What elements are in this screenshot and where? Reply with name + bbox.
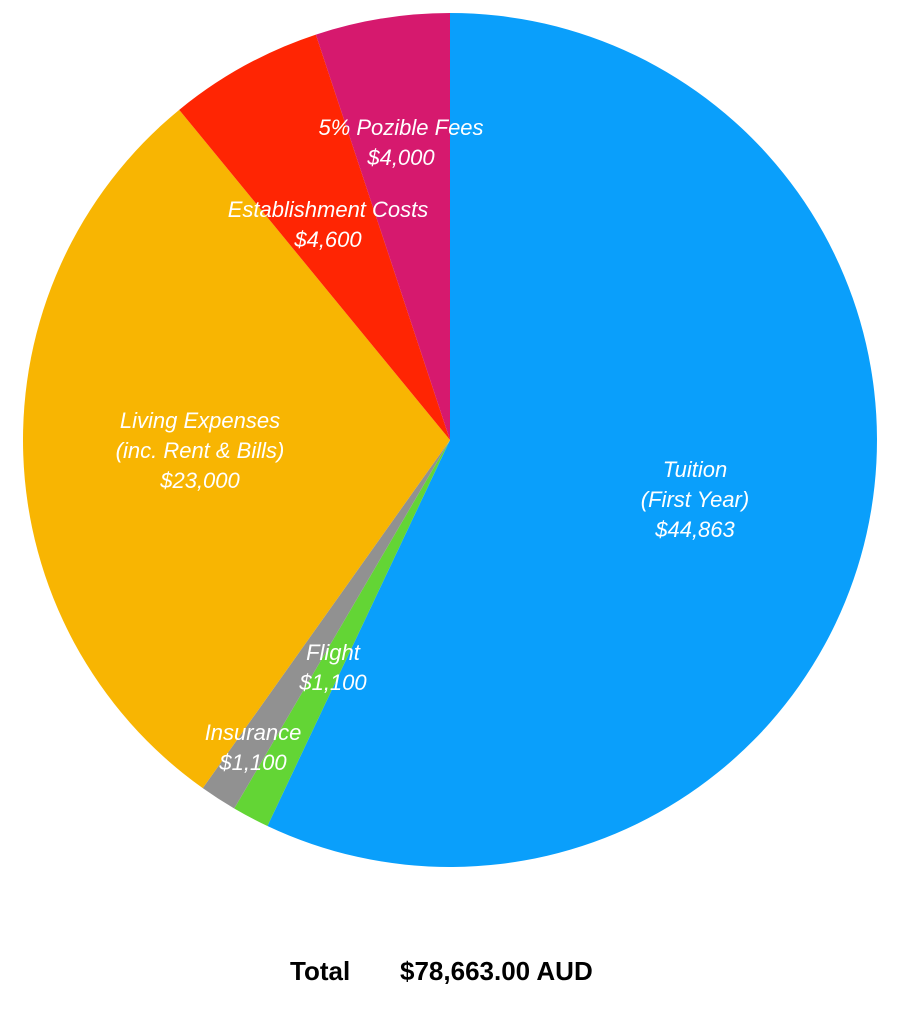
total-row: Total $78,663.00 AUD: [0, 948, 900, 992]
pie-label-text: Living Expenses: [120, 408, 280, 433]
pie-label-text: Insurance: [205, 720, 302, 745]
pie-label-tuition: Tuition (First Year) $44,863: [641, 457, 749, 542]
pie-label-text: (First Year): [641, 487, 749, 512]
pie-label-text: Establishment Costs: [228, 197, 429, 222]
pie-slice-5-pozible-fees: [315, 13, 450, 440]
pie-value-label: $1,100: [298, 670, 367, 695]
pie-value-label: $1,100: [218, 750, 287, 775]
pie-label-text: (inc. Rent & Bills): [116, 438, 285, 463]
pie-label-establishment-costs: Establishment Costs $4,600: [228, 197, 429, 252]
pie-value-label: $44,863: [654, 517, 735, 542]
pie-label-insurance: Insurance $1,100: [205, 720, 302, 775]
pie-label-text: Tuition: [663, 457, 727, 482]
pie-slice-insurance: [202, 440, 450, 809]
pie-value-label: $4,000: [366, 145, 435, 170]
pie-label-text: 5% Pozible Fees: [318, 115, 483, 140]
pie-label-text: Flight: [306, 640, 361, 665]
total-value: $78,663.00 AUD: [400, 956, 593, 986]
pie-label-flight: Flight $1,100: [298, 640, 367, 695]
pie-value-label: $23,000: [159, 468, 240, 493]
pie-slice-flight: [234, 440, 450, 826]
pie-value-label: $4,600: [293, 227, 362, 252]
pie-slices: [22, 13, 877, 868]
pie-slice-establishment-costs: [179, 34, 450, 441]
pie-label-living-expenses: Living Expenses (inc. Rent & Bills) $23,00…: [116, 408, 285, 493]
pie-slice-tuition: [267, 13, 877, 868]
pie-slice-living-expenses: [22, 109, 450, 789]
pie-label-5-pozible-fees: 5% Pozible Fees $4,000: [318, 115, 483, 170]
total-label: Total: [290, 956, 351, 986]
